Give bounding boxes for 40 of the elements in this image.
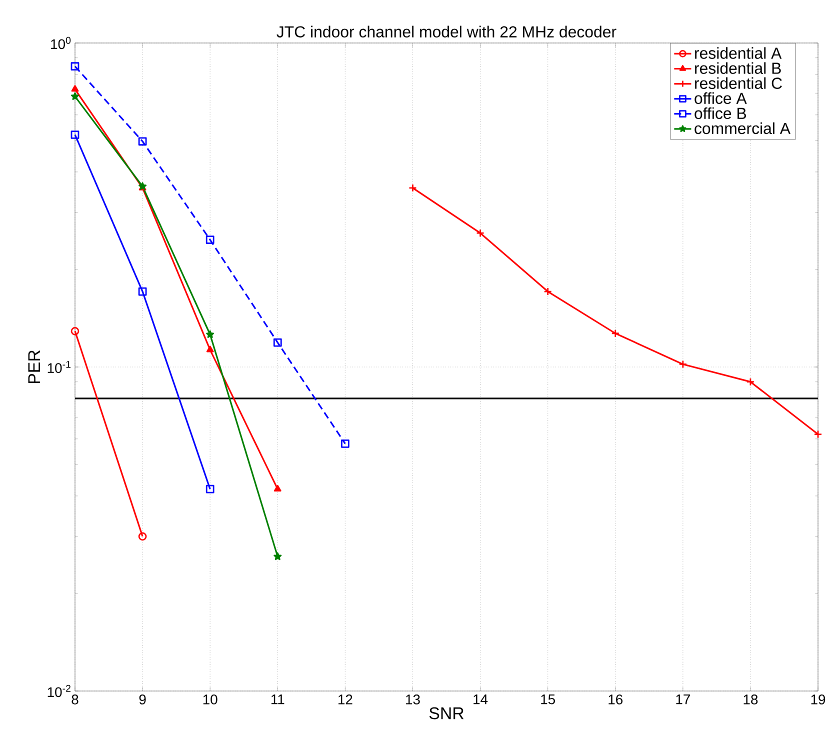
legend-label: commercial A [694,122,790,134]
point [274,552,282,560]
point [70,62,80,71]
point [206,484,214,494]
y-axis-title: PER [28,350,40,384]
x-tick-label: 9 [139,694,146,704]
x-tick-label: 18 [744,694,758,704]
point [341,439,350,448]
legend-label: residential A [695,47,782,59]
point [138,532,147,541]
chart-title: JTC indoor channel model with 22 MHz decoder [276,26,616,38]
x-tick-label: 16 [608,694,623,704]
x-tick-label: 19 [811,694,826,704]
point [206,346,214,352]
legend-label: office A [694,92,747,104]
point [70,92,80,100]
point [273,338,282,347]
point [138,137,147,146]
y-tick-label: 10$^{0}$ [51,36,71,50]
x-tick-label: 13 [406,694,420,704]
x-axis-title: SNR [429,707,464,720]
y-tick-label: 10$^{-2}$ [48,684,70,698]
point [138,287,147,296]
point [70,326,80,336]
point [274,484,282,492]
y-tick-label: 10$^{-1}$ [48,360,71,374]
x-tick-label: 10 [203,694,218,704]
point [71,85,79,92]
x-tick-label: 14 [474,694,488,704]
x-tick-label: 15 [541,694,555,704]
point [206,236,214,244]
legend-label: residential C [695,77,782,89]
x-tick-label: 8 [72,694,78,704]
x-tick-label: 17 [676,694,690,704]
legend-label: residential B [695,62,781,74]
legend-label: office B [694,107,746,120]
x-tick-label: 12 [338,694,352,704]
point [206,330,214,338]
x-tick-label: 11 [271,694,284,704]
point [70,130,80,139]
